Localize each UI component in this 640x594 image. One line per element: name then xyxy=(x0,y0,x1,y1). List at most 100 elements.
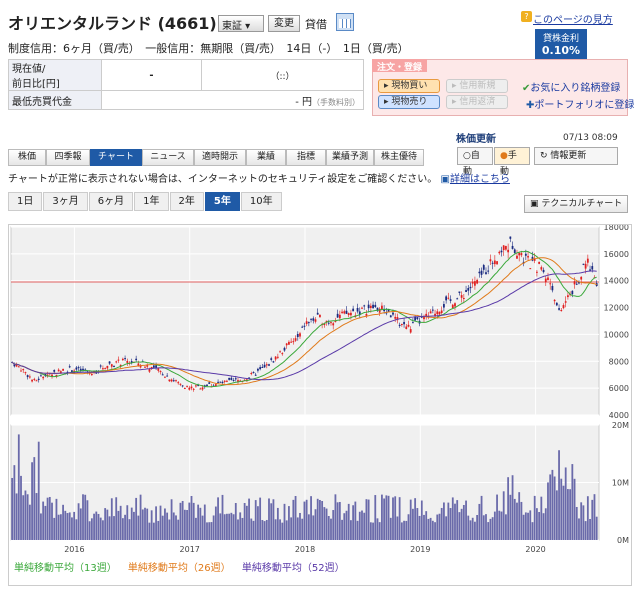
candle-body xyxy=(294,338,297,341)
candle-body xyxy=(338,314,341,319)
volume-bar xyxy=(201,515,204,540)
volume-bar xyxy=(500,511,503,540)
candle-body xyxy=(376,307,379,311)
tab-0[interactable]: 株価 xyxy=(8,149,46,166)
candle-body xyxy=(425,313,428,317)
kinri-badge[interactable]: 貸株金利 0.10% xyxy=(535,29,587,59)
volume-bar xyxy=(316,498,319,540)
candle-body xyxy=(431,309,434,311)
candle-body xyxy=(381,305,383,310)
refresh-button[interactable]: ↻ 情報更新 xyxy=(534,147,618,165)
favorite-link[interactable]: ✔お気に入り銘柄登録 xyxy=(522,83,621,94)
period-tab-2[interactable]: 6ヶ月 xyxy=(88,192,134,211)
technical-chart-button[interactable]: ▣ テクニカルチャート xyxy=(524,195,629,213)
volume-bar xyxy=(272,499,275,540)
candle-body xyxy=(24,372,27,374)
candle-body xyxy=(555,302,558,306)
volume-bar xyxy=(228,513,231,540)
period-tab-1[interactable]: 3ヶ月 xyxy=(43,192,88,211)
candle-body xyxy=(586,258,589,263)
tab-1[interactable]: 四季報 xyxy=(46,149,90,166)
calendar-icon[interactable] xyxy=(336,13,354,31)
tab-4[interactable]: 適時開示 xyxy=(194,149,246,166)
volume-bar xyxy=(232,514,235,540)
tab-7[interactable]: 業績予測 xyxy=(326,149,374,166)
volume-bar xyxy=(476,514,479,540)
candle-body xyxy=(265,364,268,366)
candle-body xyxy=(68,366,71,368)
candle-body xyxy=(564,301,567,303)
spot-buy-button[interactable]: ▸ 現物買い xyxy=(378,79,440,93)
candle-body xyxy=(542,269,545,273)
manual-toggle[interactable]: ●手動 xyxy=(494,147,530,177)
price-tick-label: 6000 xyxy=(609,384,629,393)
candle-body xyxy=(20,370,22,372)
period-tab-4[interactable]: 2年 xyxy=(169,192,204,211)
period-tab-0[interactable]: 1日 xyxy=(8,192,43,211)
candle-body xyxy=(206,384,208,386)
volume-bar xyxy=(389,517,392,540)
candle-body xyxy=(429,311,432,314)
period-tab-6[interactable]: 10年 xyxy=(240,192,282,211)
candle-body xyxy=(199,388,202,390)
legend-ma52: 単純移動平均（52週） xyxy=(241,563,345,574)
volume-bar xyxy=(17,434,20,540)
tab-8[interactable]: 株主優待 xyxy=(374,149,424,166)
volume-bar xyxy=(68,512,71,540)
candle-body xyxy=(553,299,556,302)
volume-bar xyxy=(104,508,107,540)
refresh-icon: ↻ xyxy=(540,151,548,161)
volume-bar xyxy=(327,516,330,540)
candle-body xyxy=(385,312,388,314)
volume-bar xyxy=(440,507,443,540)
candle-body xyxy=(369,305,372,308)
candle-body xyxy=(516,255,518,259)
help-link[interactable]: このページの見方 xyxy=(533,15,613,26)
volume-bar xyxy=(110,498,113,540)
volume-bar xyxy=(538,511,541,540)
candle-body xyxy=(575,283,578,285)
volume-bar xyxy=(97,513,100,540)
spot-sell-button[interactable]: ▸ 現物売り xyxy=(378,95,440,109)
tab-2[interactable]: チャート xyxy=(90,149,142,166)
volume-bar xyxy=(141,509,144,540)
volume-bar xyxy=(398,497,401,540)
candle-body xyxy=(237,380,239,383)
volume-bar xyxy=(115,497,118,540)
volume-bar xyxy=(378,522,381,540)
market-select[interactable]: 東証 ▾ xyxy=(218,15,264,32)
volume-bar xyxy=(152,522,155,540)
tab-6[interactable]: 指標 xyxy=(286,149,326,166)
period-tab-3[interactable]: 1年 xyxy=(134,192,169,211)
candle-body xyxy=(188,387,191,390)
volume-bar xyxy=(518,492,521,540)
candle-body xyxy=(378,308,381,313)
candle-body xyxy=(77,367,80,369)
candle-body xyxy=(312,318,315,321)
volume-bar xyxy=(595,516,598,540)
candle-body xyxy=(389,315,392,318)
candle-body xyxy=(217,381,219,383)
volume-bar xyxy=(175,515,177,540)
auto-toggle[interactable]: ○自動 xyxy=(457,147,493,177)
detail-link[interactable]: 詳細はこちら xyxy=(449,174,510,185)
tab-5[interactable]: 業績 xyxy=(246,149,286,166)
order-panel-title: 注文・登録 xyxy=(372,59,428,73)
volume-bar xyxy=(155,506,157,540)
volume-bar xyxy=(172,512,175,540)
candle-body xyxy=(578,282,580,284)
volume-bar xyxy=(409,499,412,540)
portfolio-link[interactable]: ✚ポートフォリオに登録 xyxy=(526,100,635,111)
price-value: - xyxy=(101,59,202,91)
candle-body xyxy=(310,318,312,320)
volume-bar xyxy=(586,496,589,540)
period-tab-5[interactable]: 5年 xyxy=(204,192,240,211)
period-tabs: 1日 3ヶ月 6ヶ月 1年 2年 5年 10年 xyxy=(8,192,283,211)
kinri-label: 貸株金利 xyxy=(542,34,579,44)
change-button[interactable]: 変更 xyxy=(268,15,300,32)
candle-body xyxy=(144,366,146,368)
volume-bar xyxy=(188,502,191,540)
tab-3[interactable]: ニュース xyxy=(142,149,194,166)
volume-bar xyxy=(252,520,255,540)
candle-body xyxy=(175,380,177,382)
